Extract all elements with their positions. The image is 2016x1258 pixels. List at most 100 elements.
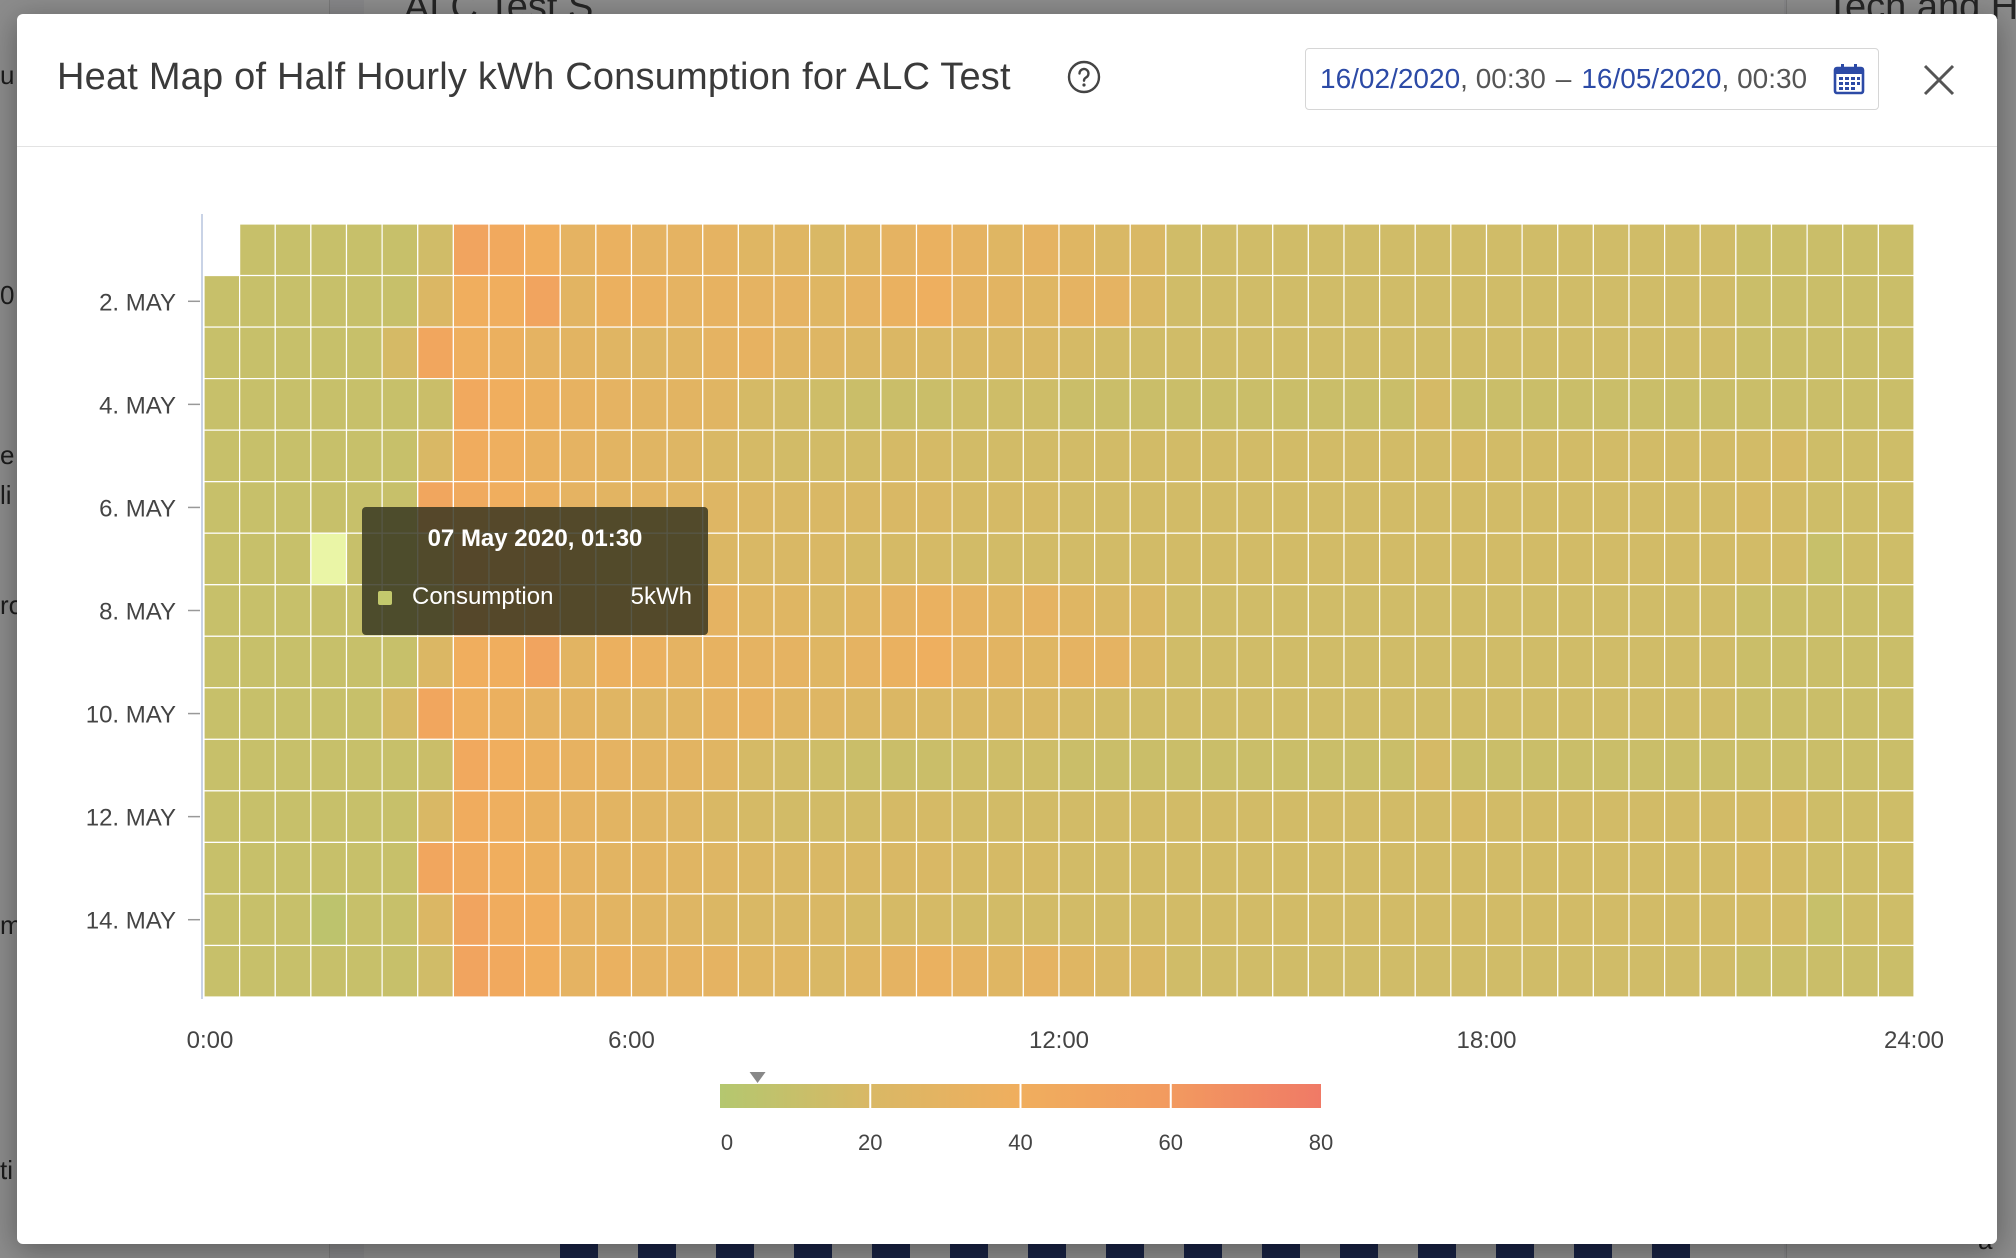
heatmap-cell: [203, 584, 241, 637]
heatmap-cell: [773, 481, 811, 534]
heatmap-cell: [524, 738, 561, 792]
heatmap-cell: [310, 893, 348, 947]
heatmap-cell: [1307, 532, 1345, 586]
heatmap-cell: [666, 378, 704, 431]
heatmap-cell: [1379, 635, 1416, 689]
heatmap-cell: [1485, 584, 1523, 637]
heatmap-cell: [1129, 893, 1167, 947]
heatmap-cell: [1236, 687, 1274, 740]
heatmap-cell: [1521, 532, 1559, 586]
heatmap-cell: [203, 378, 241, 431]
heatmap-cell: [559, 790, 597, 843]
heatmap-cell: [1379, 223, 1416, 277]
heatmap-cell: [880, 481, 918, 534]
help-circle-icon[interactable]: [1067, 60, 1101, 94]
background-text-fragment: e: [0, 440, 15, 470]
heatmap-cell: [1450, 378, 1488, 431]
heatmap-cell: [1379, 790, 1416, 843]
heatmap-cell: [417, 893, 454, 947]
heatmap-cell: [1664, 893, 1701, 947]
heatmap-cell: [1557, 841, 1594, 895]
heatmap-cell: [345, 738, 383, 792]
heatmap-cell: [239, 790, 276, 843]
heatmap-chart: 2. MAY 4. MAY 6. MAY 8. MAY 10. MAY 12. MAY 14…: [86, 214, 1944, 1155]
heatmap-cell: [488, 223, 526, 277]
heatmap-cell: [951, 326, 989, 380]
heatmap-cell: [1272, 326, 1309, 380]
heatmap-cell: [737, 584, 775, 637]
heatmap-cell: [951, 944, 989, 998]
heatmap-cell: [1343, 378, 1381, 431]
heatmap-cell: [1307, 481, 1345, 534]
heatmap-cell: [310, 532, 348, 586]
heatmap-cell: [1343, 274, 1381, 328]
heatmap-cell: [1735, 790, 1773, 843]
heatmap-cell: [239, 584, 276, 637]
heatmap-cell: [1236, 429, 1274, 483]
heatmap-cell: [1806, 893, 1844, 947]
heatmap-cell: [239, 687, 276, 740]
heatmap-cell: [1770, 738, 1808, 792]
calendar-icon[interactable]: [1832, 62, 1866, 96]
heatmap-cell: [595, 378, 633, 431]
heatmap-cell: [1414, 378, 1452, 431]
heatmap-cell: [1806, 274, 1844, 328]
heatmap-cell: [1200, 790, 1238, 843]
heatmap-cell: [1200, 944, 1238, 998]
heatmap-cell: [1165, 429, 1203, 483]
heatmap-cell: [1521, 841, 1559, 895]
heatmap-cell: [844, 790, 882, 843]
heatmap-cell: [1200, 532, 1238, 586]
heatmap-cell: [595, 635, 633, 689]
heatmap-cell: [203, 429, 241, 483]
heatmap-cell: [1842, 841, 1879, 895]
heatmap-cell: [1307, 429, 1345, 483]
heatmap-cell: [1058, 738, 1096, 792]
heatmap-cell: [203, 326, 241, 380]
heatmap-cell: [737, 738, 775, 792]
heatmap-cell: [915, 687, 953, 740]
heatmap-cell: [203, 790, 241, 843]
heatmap-cell: [773, 223, 811, 277]
close-icon[interactable]: [1917, 58, 1961, 102]
heatmap-cell: [1877, 274, 1915, 328]
heatmap-cell: [1806, 584, 1844, 637]
heatmap-cell: [239, 635, 276, 689]
heatmap-cell: [1022, 841, 1060, 895]
heatmap-cell: [559, 274, 597, 328]
heatmap-cell: [844, 841, 882, 895]
heatmap-cell: [702, 326, 739, 380]
heatmap-cell: [1094, 378, 1131, 431]
heatmap-cell: [666, 738, 704, 792]
heatmap-cell: [773, 635, 811, 689]
heatmap-cell: [987, 790, 1024, 843]
heatmap-cell: [915, 944, 953, 998]
heatmap-cell: [915, 893, 953, 947]
heatmap-cell: [1450, 223, 1488, 277]
heatmap-cell: [1307, 841, 1345, 895]
heatmap-cell: [987, 738, 1024, 792]
heatmap-cell: [381, 944, 419, 998]
heatmap-cell: [381, 790, 419, 843]
start-time: 00:30: [1475, 63, 1546, 94]
heatmap-cell: [417, 944, 454, 998]
heatmap-cell: [1877, 481, 1915, 534]
heatmap-cell: [1165, 944, 1203, 998]
heatmap-cell: [1414, 274, 1452, 328]
heatmap-cell: [880, 841, 918, 895]
heatmap-cell: [844, 635, 882, 689]
heatmap-cell: [274, 429, 312, 483]
heatmap-cell: [1165, 378, 1203, 431]
heatmap-cell: [1094, 481, 1131, 534]
heatmap-cell: [1842, 635, 1879, 689]
heatmap-cell: [1877, 738, 1915, 792]
heatmap-cell: [1094, 687, 1131, 740]
heatmap-cell: [1236, 635, 1274, 689]
heatmap-cell: [1129, 326, 1167, 380]
date-range-picker[interactable]: 16/02/2020, 00:30 – 16/05/2020, 00:30: [1305, 48, 1879, 110]
heatmap-cell: [524, 326, 561, 380]
heatmap-cell: [595, 223, 633, 277]
heatmap-cell: [1699, 326, 1737, 380]
heatmap-cell: [737, 378, 775, 431]
heatmap-cell: [381, 635, 419, 689]
